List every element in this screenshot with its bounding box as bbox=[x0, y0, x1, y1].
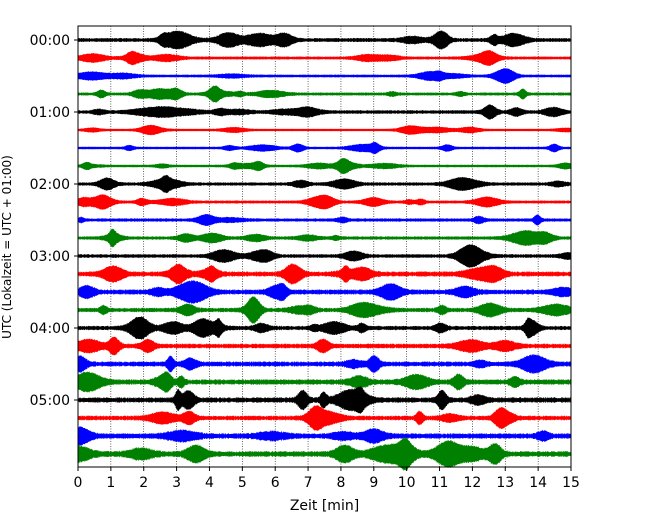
x-tick-label: 2 bbox=[139, 475, 148, 491]
x-tick-label: 7 bbox=[304, 475, 313, 491]
x-tick-label: 15 bbox=[562, 475, 580, 491]
y-tick-label: 03:00 bbox=[30, 249, 70, 265]
x-tick-label: 4 bbox=[205, 475, 214, 491]
x-tick-label: 5 bbox=[238, 475, 247, 491]
x-tick-label: 14 bbox=[529, 475, 547, 491]
x-axis-ticks: 0 1 2 3 4 5 6 7 8 9 10 11 12 13 14 15 bbox=[74, 467, 580, 491]
x-tick-label: 13 bbox=[496, 475, 514, 491]
x-tick-label: 9 bbox=[369, 475, 378, 491]
x-tick-label: 10 bbox=[398, 475, 416, 491]
x-tick-label: 12 bbox=[463, 475, 481, 491]
y-tick-label: 04:00 bbox=[30, 321, 70, 337]
x-tick-label: 0 bbox=[74, 475, 83, 491]
y-tick-label: 02:00 bbox=[30, 177, 70, 193]
x-tick-label: 11 bbox=[431, 475, 449, 491]
y-axis-label: UTC (Lokalzeit = UTC + 01:00) bbox=[0, 155, 14, 339]
y-axis-ticks: 00:00 01:00 02:00 03:00 04:00 05:00 bbox=[30, 33, 78, 409]
y-tick-label: 00:00 bbox=[30, 33, 70, 49]
x-tick-label: 3 bbox=[172, 475, 181, 491]
x-axis-label: Zeit [min] bbox=[290, 498, 359, 514]
y-tick-label: 05:00 bbox=[30, 393, 70, 409]
x-tick-label: 8 bbox=[336, 475, 345, 491]
y-tick-label: 01:00 bbox=[30, 105, 70, 121]
seismogram-traces bbox=[77, 30, 572, 471]
x-tick-label: 1 bbox=[106, 475, 115, 491]
x-tick-label: 6 bbox=[271, 475, 280, 491]
plot-frame bbox=[77, 25, 572, 468]
